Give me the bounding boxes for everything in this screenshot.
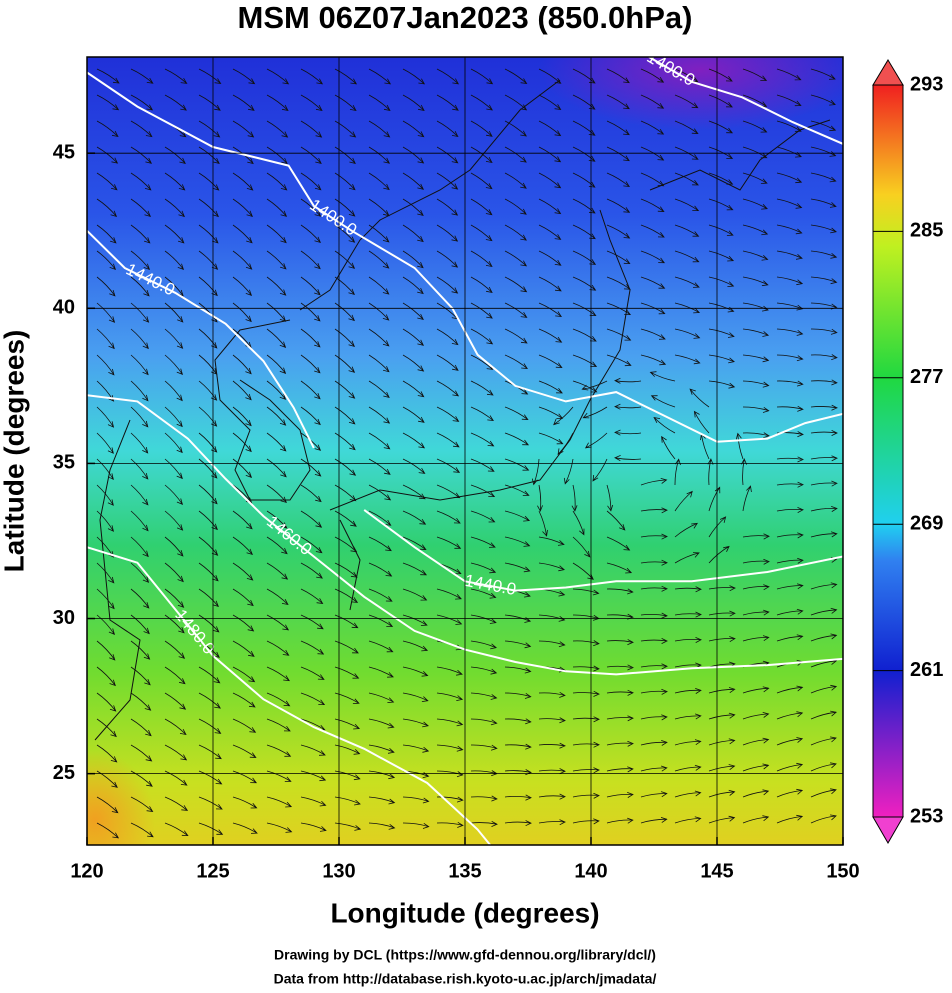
x-tick-label: 120 (70, 860, 103, 882)
colorbar-tick-label: 261 (910, 659, 943, 681)
cold-core (540, 57, 843, 130)
contour-line (363, 509, 843, 592)
contour-line (87, 229, 315, 449)
colorbar-max-arrow (872, 59, 904, 86)
colorbar-min-arrow (872, 816, 904, 845)
y-tick-label: 45 (53, 141, 75, 163)
plot-frame (86, 56, 844, 846)
contour-line (87, 394, 843, 676)
x-tick-label: 130 (322, 860, 355, 882)
x-axis-label: Longitude (degrees) (330, 897, 599, 928)
x-tick-label: 140 (574, 860, 607, 882)
x-tick-label: 135 (448, 860, 481, 882)
colorbar-tick-label: 269 (910, 512, 943, 534)
footer-line: Drawing by DCL (https://www.gfd-dennou.o… (274, 947, 656, 963)
footer-line: Data from http://database.rish.kyoto-u.a… (274, 971, 657, 987)
axes: 120 125 130 135 140 145 150 25 30 35 40 45 (53, 57, 860, 882)
y-tick-label: 35 (53, 452, 75, 474)
streamlines (96, 68, 838, 839)
x-tick-label: 145 (700, 860, 733, 882)
x-tick-label: 150 (826, 860, 859, 882)
colorbar-tick-label: 293 (910, 73, 943, 95)
y-tick-label: 25 (53, 762, 75, 784)
colorbar-tick-label: 253 (910, 805, 943, 827)
y-axis-label: Latitude (degrees) (0, 330, 29, 573)
x-tick-label: 125 (196, 860, 229, 882)
colorbar-tick-label: 285 (910, 220, 943, 242)
contour-line (87, 71, 843, 443)
field (87, 57, 843, 845)
title: MSM 06Z07Jan2023 (850.0hPa) (238, 0, 693, 35)
y-tick-label: 40 (53, 297, 75, 319)
colorbar (872, 84, 904, 818)
colorbar-tick-label: 277 (910, 366, 943, 388)
contour-line (648, 57, 843, 145)
y-tick-label: 30 (53, 607, 75, 629)
contour-line (87, 546, 491, 845)
